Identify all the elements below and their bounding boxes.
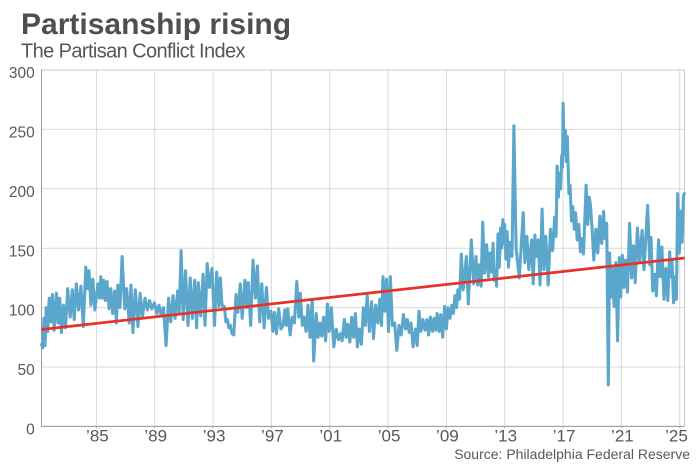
svg-text:’09: ’09: [436, 427, 459, 446]
svg-text:’93: ’93: [203, 427, 226, 446]
svg-text:’01: ’01: [319, 427, 342, 446]
svg-text:’97: ’97: [261, 427, 284, 446]
svg-text:150: 150: [9, 243, 35, 260]
svg-text:’21: ’21: [611, 427, 634, 446]
svg-text:50: 50: [18, 362, 36, 379]
svg-text:100: 100: [9, 303, 35, 320]
svg-text:’89: ’89: [144, 427, 167, 446]
svg-text:0: 0: [26, 421, 35, 438]
svg-text:Partisanship rising: Partisanship rising: [21, 8, 291, 41]
svg-text:’25: ’25: [665, 427, 688, 446]
svg-text:’05: ’05: [378, 427, 401, 446]
svg-text:250: 250: [9, 124, 35, 141]
svg-text:300: 300: [9, 65, 35, 82]
svg-text:Source: Philadelphia Federal R: Source: Philadelphia Federal Reserve: [454, 446, 690, 462]
svg-text:’13: ’13: [494, 427, 517, 446]
svg-text:The Partisan Conflict Index: The Partisan Conflict Index: [21, 41, 246, 63]
svg-text:200: 200: [9, 184, 35, 201]
svg-text:’17: ’17: [553, 427, 576, 446]
svg-text:’85: ’85: [86, 427, 109, 446]
